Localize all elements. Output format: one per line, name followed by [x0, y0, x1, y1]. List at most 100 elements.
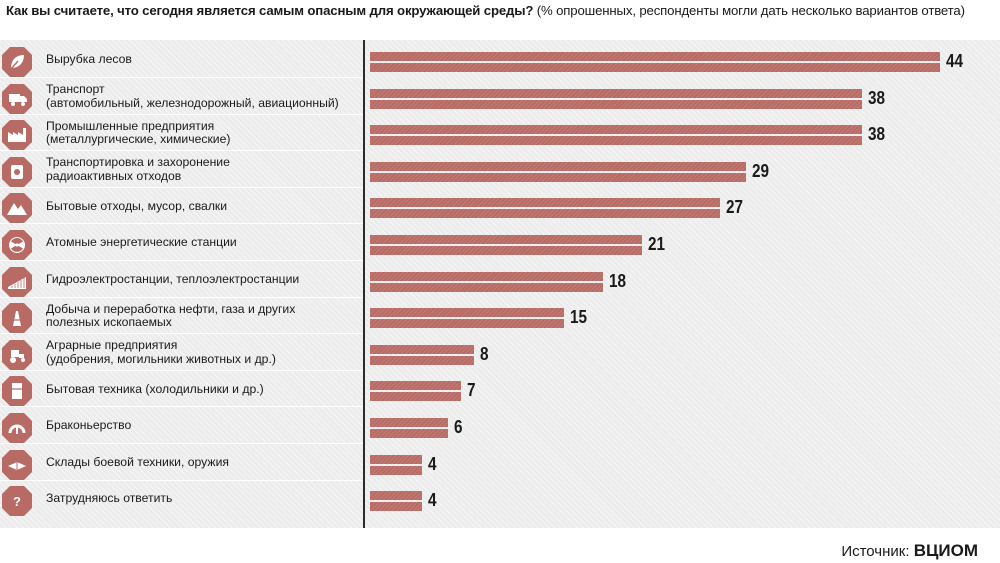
category-label: Браконьерство — [46, 408, 356, 444]
bar — [370, 392, 461, 402]
radioactive-barrel-icon — [2, 156, 32, 187]
category-label-line: (металлургические, химические) — [46, 132, 231, 147]
chart-row: Бытовые отходы, мусор, свалки 27 — [0, 188, 1000, 225]
bar-chart: Вырубка лесов 44 Транспорт (автомобильный, … — [0, 40, 1000, 528]
category-label: Бытовая техника (холодильники и др.) — [46, 371, 356, 407]
chart-row: Склады боевой техники, оружия 4 — [0, 445, 1000, 481]
bar — [370, 235, 642, 244]
bar — [370, 99, 862, 109]
category-label: Аграрные предприятия (удобрения, могильни… — [46, 335, 356, 371]
bar — [370, 491, 422, 501]
row-separator — [0, 260, 363, 261]
chart-row: Бытовая техника (холодильники и др.) 7 — [0, 371, 1000, 408]
bar — [370, 429, 448, 438]
category-label: Бытовые отходы, мусор, свалки — [46, 188, 356, 224]
category-label-line: Промышленные предприятия — [46, 118, 215, 133]
dam-icon — [2, 266, 32, 297]
radiation-icon — [2, 230, 32, 260]
bar — [370, 52, 940, 61]
chart-row: Атомные энергетические станции 21 — [0, 225, 1000, 261]
chart-row: Гидроэлектростанции, теплоэлектростанции… — [0, 262, 1000, 298]
refrigerator-icon — [2, 376, 32, 407]
category-label-line: Атомные энергетические станции — [46, 235, 237, 250]
bar — [370, 465, 422, 475]
chart-row: Аграрные предприятия (удобрения, могильни… — [0, 335, 1000, 371]
tractor-icon — [2, 339, 32, 370]
source-credit: Источник: ВЦИОМ — [841, 541, 978, 561]
bar — [370, 454, 422, 464]
bar — [370, 209, 720, 219]
row-separator — [0, 150, 363, 152]
category-label: Добыча и переработка нефти, газа и други… — [46, 298, 356, 334]
value-label: 38 — [868, 87, 886, 108]
chart-row: Браконьерство 6 — [0, 408, 1000, 444]
category-label-line: (автомобильный, железнодорожный, авиацио… — [46, 95, 339, 110]
row-separator — [0, 333, 363, 335]
bar — [370, 319, 564, 329]
chart-row: Промышленные предприятия (металлургически… — [0, 115, 1000, 152]
bar — [370, 246, 642, 255]
category-label: Склады боевой техники, оружия — [46, 445, 356, 481]
bar — [370, 418, 448, 427]
value-label: 4 — [428, 453, 437, 474]
weapon-icon — [2, 449, 32, 480]
bar — [370, 63, 940, 72]
category-label-line: Затрудняюсь ответить — [46, 491, 173, 506]
row-separator — [0, 113, 363, 115]
row-separator — [0, 223, 363, 225]
leaf-icon — [2, 47, 32, 77]
chart-row: ? Затрудняюсь ответить 4 — [0, 481, 1000, 517]
bar — [370, 271, 603, 281]
category-label: Транспортировка и захоронение радиоактивн… — [46, 152, 356, 188]
chart-row: Транспорт (автомобильный, железнодорожный… — [0, 79, 1000, 115]
title-question: Как вы считаете, что сегодня является са… — [6, 3, 534, 18]
value-label: 7 — [467, 380, 476, 401]
svg-text:?: ? — [13, 494, 21, 509]
source-name: ВЦИОМ — [913, 541, 978, 560]
bar — [370, 125, 862, 135]
category-label-line: радиоактивных отходов — [46, 168, 182, 183]
category-label-line: Браконьерство — [46, 418, 132, 433]
factory-icon — [2, 120, 32, 151]
row-separator — [0, 77, 363, 78]
chart-divider — [363, 40, 365, 528]
category-label: Вырубка лесов — [46, 42, 356, 78]
category-label-line: Добыча и переработка нефти, газа и други… — [46, 301, 296, 316]
category-label: Промышленные предприятия (металлургически… — [46, 115, 356, 151]
bar — [370, 381, 461, 391]
value-label: 15 — [570, 307, 588, 328]
source-prefix: Источник: — [841, 543, 910, 560]
bar — [370, 172, 746, 182]
category-label-line: Гидроэлектростанции, теплоэлектростанции — [46, 271, 300, 286]
bar — [370, 198, 720, 208]
row-separator — [0, 443, 363, 444]
truck-icon — [2, 83, 32, 114]
value-label: 8 — [480, 343, 489, 364]
category-label-line: Склады боевой техники, оружия — [46, 454, 229, 469]
chart-row: Вырубка лесов 44 — [0, 42, 1000, 78]
category-label: Транспорт (автомобильный, железнодорожный… — [46, 79, 356, 115]
row-separator — [0, 369, 363, 371]
garbage-pile-icon — [2, 193, 32, 224]
chart-row: Транспортировка и захоронение радиоактивн… — [0, 152, 1000, 188]
value-label: 44 — [946, 51, 964, 71]
value-label: 21 — [648, 234, 666, 254]
bar — [370, 161, 746, 171]
value-label: 18 — [609, 270, 627, 291]
bar — [370, 308, 564, 318]
category-label-line: Бытовая техника (холодильники и др.) — [46, 381, 264, 396]
category-label-line: полезных ископаемых — [46, 315, 172, 330]
title-note: (% опрошенных, респонденты могли дать не… — [536, 3, 965, 18]
value-label: 6 — [454, 417, 463, 437]
question-icon: ? — [2, 486, 32, 517]
bar — [370, 136, 862, 146]
value-label: 4 — [428, 490, 437, 511]
category-label-line: Транспорт — [46, 82, 105, 97]
category-label-line: Транспортировка и захоронение — [46, 155, 230, 170]
value-label: 29 — [752, 160, 770, 181]
chart-title: Как вы считаете, что сегодня является са… — [6, 3, 996, 19]
row-separator — [0, 479, 363, 481]
row-separator — [0, 406, 363, 408]
bar — [370, 502, 422, 512]
row-separator — [0, 186, 363, 188]
